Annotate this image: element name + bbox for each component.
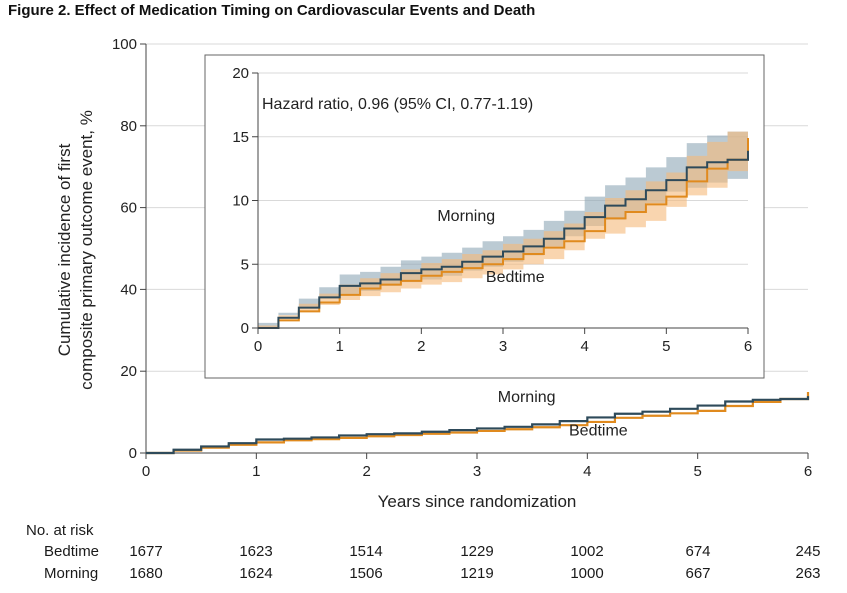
risk-cell-bedtime-5: 674	[685, 543, 711, 560]
risk-cell-bedtime-6: 245	[795, 543, 821, 560]
risk-cell-morning-6: 263	[795, 565, 821, 582]
main-label-bedtime: Bedtime	[569, 422, 628, 439]
risk-row-label-morning: Morning	[44, 565, 99, 582]
inset-ci-band-bedtime	[258, 111, 748, 328]
risk-table-title: No. at risk	[26, 522, 94, 539]
risk-cell-morning-3: 1219	[460, 565, 494, 582]
inset-xtick-label-0: 0	[254, 338, 262, 355]
risk-cell-morning-2: 1506	[349, 565, 383, 582]
inset-line-morning	[258, 150, 749, 329]
main-x-axis-label: Years since randomization	[378, 492, 577, 511]
main-ytick-label-100: 100	[112, 36, 137, 53]
main-y-axis-label-line-1: Cumulative incidence of first	[55, 143, 74, 356]
main-xtick-label-2: 2	[362, 463, 370, 480]
inset-xtick-label-5: 5	[662, 338, 670, 355]
main-ytick-label-80: 80	[120, 118, 137, 135]
figure-title: Figure 2. Effect of Medication Timing on…	[8, 2, 536, 19]
risk-cell-bedtime-3: 1229	[460, 543, 494, 560]
main-xtick-label-3: 3	[473, 463, 481, 480]
main-ytick-label-20: 20	[120, 363, 137, 380]
inset-ytick-label-15: 15	[232, 129, 249, 146]
inset-xtick-label-1: 1	[335, 338, 343, 355]
inset-hazard-ratio: Hazard ratio, 0.96 (95% CI, 0.77-1.19)	[262, 96, 533, 113]
main-ytick-label-60: 60	[120, 200, 137, 217]
inset-frame	[204, 54, 765, 379]
main-xtick-label-0: 0	[142, 463, 150, 480]
risk-cell-bedtime-4: 1002	[570, 543, 604, 560]
risk-cell-morning-4: 1000	[570, 565, 604, 582]
main-xtick-label-5: 5	[693, 463, 701, 480]
risk-cell-morning-5: 667	[685, 565, 711, 582]
main-xtick-label-6: 6	[804, 463, 812, 480]
main-line-morning	[146, 396, 810, 455]
main-xtick-label-1: 1	[252, 463, 260, 480]
risk-row-label-bedtime: Bedtime	[44, 543, 100, 560]
main-ytick-label-0: 0	[129, 445, 137, 462]
inset-xtick-label-6: 6	[744, 338, 752, 355]
main-y-axis-label-line-2: composite primary outcome event, %	[77, 110, 96, 390]
main-ytick-label-40: 40	[120, 281, 137, 298]
inset-label-morning: Morning	[437, 208, 495, 225]
main-label-morning: Morning	[498, 389, 556, 406]
inset-xtick-label-3: 3	[499, 338, 507, 355]
inset-ytick-label-5: 5	[241, 256, 249, 273]
inset-xtick-label-4: 4	[580, 338, 588, 355]
inset-ytick-label-0: 0	[241, 320, 249, 337]
risk-cell-bedtime-2: 1514	[349, 543, 383, 560]
inset-label-bedtime: Bedtime	[486, 269, 545, 286]
inset-ytick-label-20: 20	[232, 65, 249, 82]
inset-xtick-label-2: 2	[417, 338, 425, 355]
main-xtick-label-4: 4	[583, 463, 591, 480]
risk-cell-morning-1: 1624	[239, 565, 273, 582]
inset-ytick-label-10: 10	[232, 193, 249, 210]
risk-cell-bedtime-1: 1623	[239, 543, 273, 560]
risk-cell-morning-0: 1680	[129, 565, 163, 582]
risk-cell-bedtime-0: 1677	[129, 543, 163, 560]
